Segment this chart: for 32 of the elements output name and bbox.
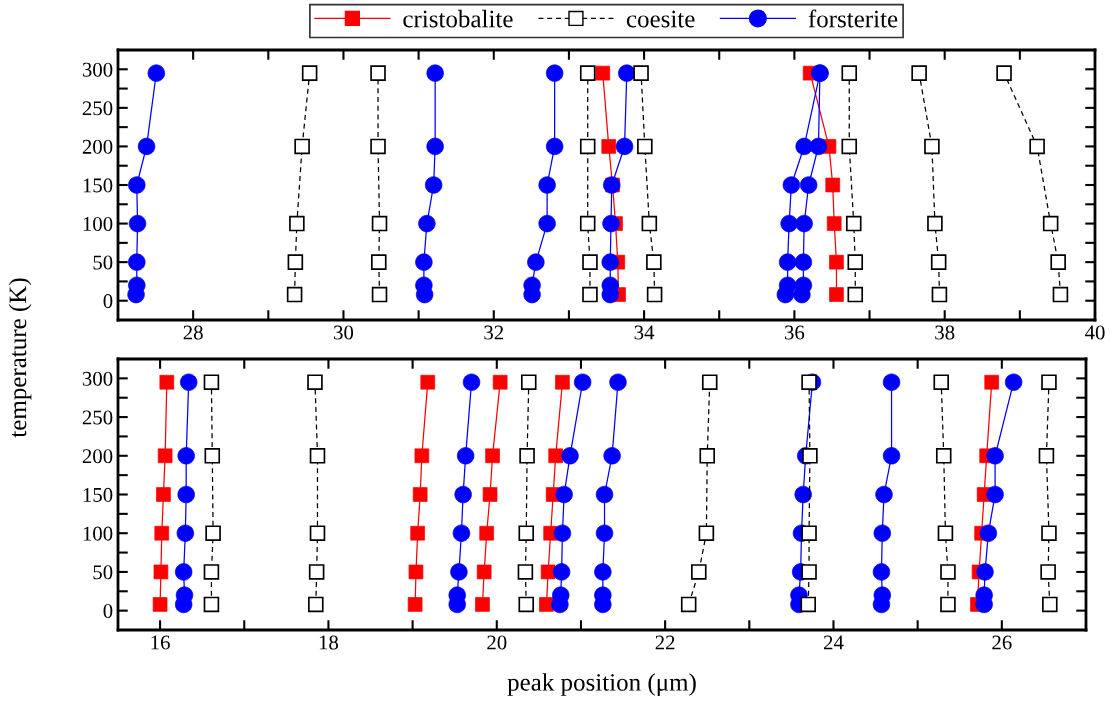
y-tick-label: 0 (103, 604, 113, 619)
legend-label: forsterite (808, 9, 898, 28)
x-tick-label: 20 (487, 635, 507, 650)
y-tick-label: 100 (83, 526, 113, 541)
x-tick-label: 34 (634, 325, 655, 340)
x-tick-label: 40 (1084, 325, 1105, 340)
y-tick-label: 50 (93, 565, 113, 580)
legend-label: coesite (626, 10, 695, 28)
legend-label: cristobalite (403, 9, 513, 28)
y-tick-label: 200 (82, 449, 113, 464)
y-tick-label: 0 (103, 294, 113, 309)
x-tick-label: 26 (992, 635, 1012, 650)
y-tick-label: 250 (82, 410, 113, 425)
y-tick-label: 100 (83, 216, 113, 231)
x-tick-label: 38 (935, 325, 955, 340)
y-tick-label: 300 (82, 62, 113, 77)
x-tick-label: 36 (784, 325, 805, 340)
x-tick-label: 30 (334, 325, 354, 340)
x-tick-label: 24 (823, 635, 844, 650)
x-tick-label: 22 (655, 635, 675, 650)
x-tick-label: 16 (151, 635, 170, 650)
x-tick-label: 18 (319, 635, 339, 650)
y-tick-label: 250 (82, 101, 113, 116)
y-tick-label: 200 (82, 139, 113, 154)
y-axis-title: temperature (K) (8, 278, 32, 438)
x-axis-title: peak position (μm) (507, 673, 696, 696)
y-tick-label: 150 (83, 487, 113, 502)
y-tick-label: 300 (82, 371, 113, 386)
y-tick-label: 50 (93, 255, 113, 270)
x-tick-label: 32 (484, 325, 504, 340)
x-tick-label: 28 (183, 325, 203, 340)
y-tick-label: 150 (83, 178, 113, 193)
